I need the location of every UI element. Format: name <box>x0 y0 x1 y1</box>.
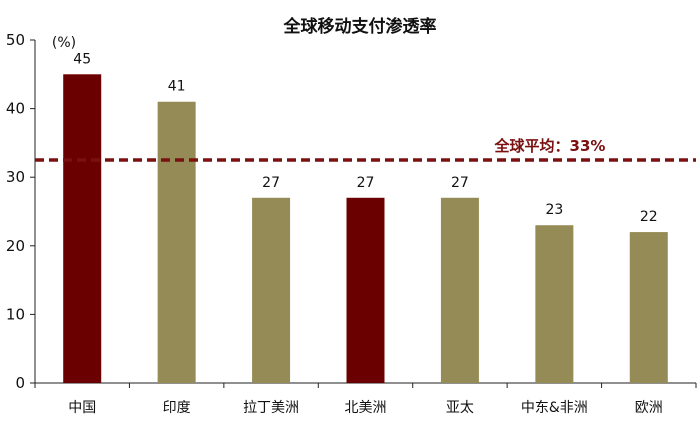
category-label: 中国 <box>68 400 96 416</box>
data-labels: 45 41 27 27 27 23 22 <box>73 51 657 225</box>
data-label: 41 <box>168 79 186 95</box>
chart-title: 全球移动支付渗透率 <box>283 16 437 37</box>
data-label: 27 <box>451 175 469 191</box>
data-label: 27 <box>262 175 280 191</box>
category-label: 中东&非洲 <box>521 400 588 416</box>
bar <box>535 225 574 383</box>
category-label: 拉丁美洲 <box>243 400 299 416</box>
bar <box>157 101 196 384</box>
category-labels: 中国 印度 拉丁美洲 北美洲 亚太 中东&非洲 欧洲 <box>68 400 663 416</box>
category-label: 印度 <box>163 400 191 416</box>
data-label: 23 <box>545 202 563 218</box>
data-label: 22 <box>640 209 658 225</box>
y-tick-label: 20 <box>6 237 25 255</box>
y-tick-label: 30 <box>6 168 25 186</box>
y-tick-label: 10 <box>6 305 25 323</box>
bar <box>629 232 668 383</box>
category-label: 北美洲 <box>345 400 387 416</box>
y-unit-label: (%) <box>52 35 76 51</box>
category-label: 欧洲 <box>635 400 663 416</box>
bar <box>440 197 479 383</box>
bar <box>63 74 102 384</box>
y-tick-label: 0 <box>15 374 25 392</box>
bar <box>252 197 291 383</box>
y-tick-label: 40 <box>6 100 25 118</box>
data-label: 45 <box>73 51 91 67</box>
data-label: 27 <box>357 175 375 191</box>
reference-line-label: 全球平均：33% <box>494 137 606 155</box>
category-label: 亚太 <box>446 400 474 416</box>
bar <box>346 197 385 383</box>
y-ticks: 0 10 20 30 40 50 <box>6 31 697 392</box>
y-tick-label: 50 <box>6 31 25 49</box>
bars <box>63 74 668 384</box>
